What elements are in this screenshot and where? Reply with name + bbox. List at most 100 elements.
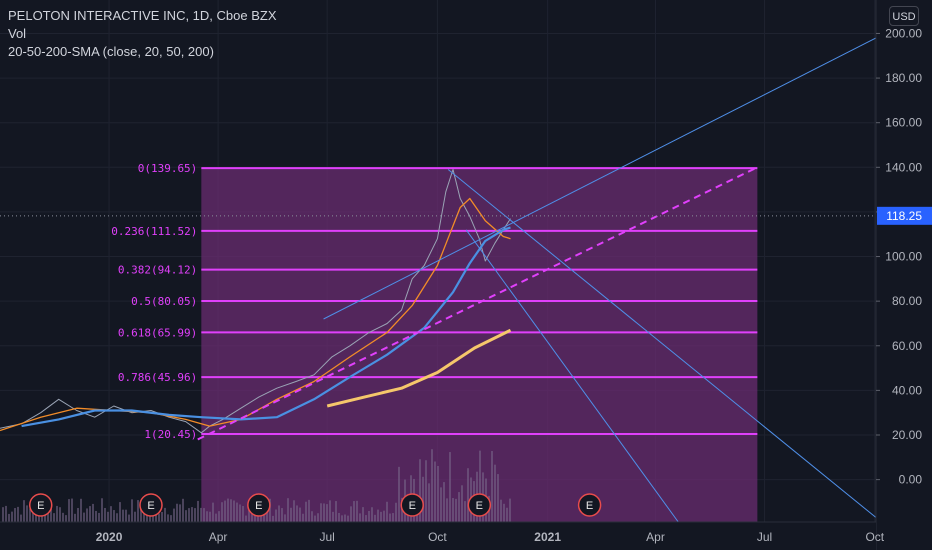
volume-bar [107,511,109,522]
volume-bar [236,502,238,522]
volume-bar [254,512,256,522]
volume-bar [53,513,55,522]
volume-bar [491,451,493,522]
symbol-title[interactable]: PELOTON INTERACTIVE INC, 1D, Cboe BZX [8,8,277,23]
time-tick-label: 2021 [534,530,561,544]
earnings-marker-label: E [409,500,416,512]
earnings-marker-label: E [586,500,593,512]
time-tick-label: Apr [646,530,665,544]
volume-bar [281,508,283,522]
time-tick-label: Oct [865,530,884,544]
volume-bar [320,503,322,522]
volume-bar [452,498,454,522]
volume-bar [299,507,301,522]
volume-bar [17,506,19,522]
volume-bar [278,505,280,522]
volume-bar [323,503,325,522]
fib-level-label: 0.618(65.99) [118,326,197,339]
volume-bar [371,507,373,522]
volume-bar [185,510,187,522]
fib-level-label: 1(20.45) [144,428,197,441]
volume-bar [224,500,226,522]
price-line [0,169,511,434]
volume-bar [293,500,295,522]
volume-bar [188,508,190,522]
current-price-tag [877,206,932,225]
volume-bar [332,511,334,522]
volume-bar [104,507,106,522]
volume-bar [23,500,25,522]
volume-bar [506,507,508,522]
volume-bar [242,506,244,522]
volume-bar [20,514,22,522]
fib-level-label: 0.5(80.05) [131,295,197,308]
time-tick-label: Jul [319,530,334,544]
volume-bar [5,505,7,522]
price-tick-label: 60.00 [892,339,922,353]
earnings-marker [247,493,271,517]
volume-bar [368,510,370,522]
volume-bar [425,460,427,522]
volume-bar [89,506,91,522]
volume-bar [182,498,184,522]
volume-bar [314,515,316,522]
volume-bar [50,503,52,522]
trend-line-2 [447,169,877,518]
price-tick-label: 200.00 [885,26,922,40]
volume-bar [272,515,274,522]
time-axis-panel [0,522,876,550]
volume-bar [215,513,217,522]
currency-button[interactable]: USD [889,6,919,26]
volume-bar [503,503,505,522]
volume-bar [221,502,223,522]
earnings-marker [467,493,492,517]
volume-bar [92,503,94,522]
volume-bar [194,508,196,522]
current-price-label: 118.25 [886,209,922,223]
volume-bar [164,507,166,522]
volume-bar [56,505,58,522]
volume-bar [446,498,448,522]
volume-bar [317,513,319,522]
volume-bar [497,474,499,522]
sma-indicator-label[interactable]: 20-50-200-SMA (close, 20, 50, 200) [8,44,214,59]
volume-bar [308,499,310,522]
time-tick-label: Jul [757,530,772,544]
volume-bar [374,514,376,522]
volume-bar [335,501,337,522]
volume-bar [509,498,511,522]
volume-bar [2,507,4,522]
volume-bar [479,450,481,522]
volume-bar [422,476,424,522]
volume-bar [395,502,397,522]
volume-bar [161,511,163,522]
price-tick-label: 80.00 [892,294,922,308]
volume-bar [83,512,85,522]
volume-bar [449,452,451,522]
price-tick-label: 160.00 [885,116,922,130]
volume-bar [269,498,271,522]
time-tick-label: Apr [209,530,228,544]
volume-bar [137,500,139,522]
volume-bar [125,509,127,522]
fib-level-label: 0(139.65) [138,162,198,175]
volume-bar [326,504,328,522]
volume-bar [494,464,496,522]
earnings-marker-label: E [255,500,262,512]
volume-bar [218,511,220,522]
earnings-marker [28,493,53,517]
volume-bar [245,515,247,522]
sma50-line [21,226,511,428]
volume-bar [341,515,343,522]
volume-bar [209,511,211,522]
volume-bar [290,507,292,522]
volume-bar [110,506,112,522]
volume-bar [461,485,463,522]
volume-indicator-label[interactable]: Vol [8,26,27,41]
time-tick-label: 2020 [96,530,123,544]
volume-bar [386,501,388,522]
volume-bar [287,498,289,522]
price-tick-label: 0.00 [899,473,923,487]
volume-bar [170,515,172,522]
